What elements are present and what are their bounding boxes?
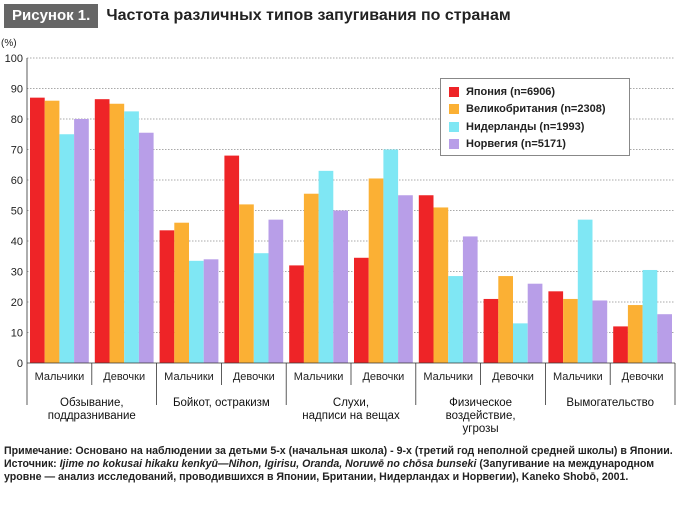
y-tick-label: 20: [11, 297, 23, 309]
chart-legend: Япония (n=6906) Великобритания (n=2308) Ни…: [440, 78, 630, 156]
bar: [159, 230, 175, 363]
category-label: Мальчики: [294, 371, 344, 383]
bar-chart: 0 10 20 30 40 50 60 70 80 90 100 Мальчики Девочки Мал…: [5, 53, 676, 435]
bar: [303, 193, 319, 363]
bar: [109, 103, 125, 363]
source-prefix: Источник:: [4, 458, 60, 470]
y-tick-label: 50: [11, 206, 23, 218]
legend-item: Великобритания (n=2308): [449, 101, 629, 119]
category-label: Девочки: [233, 371, 275, 383]
legend-item: Нидерланды (n=1993): [449, 118, 629, 136]
figure-header: Рисунок 1. Частота различных типов запуг…: [4, 4, 511, 28]
y-tick-label: 40: [11, 236, 23, 248]
legend-item: Япония (n=6906): [449, 83, 629, 101]
bar: [94, 99, 110, 364]
bar: [462, 236, 478, 363]
group-label: Физическое воздействие, угрозы: [446, 397, 516, 435]
bar: [124, 111, 139, 363]
bar: [174, 222, 189, 363]
legend-label: Великобритания (n=2308): [466, 103, 606, 116]
note-line: Примечание: Основано на наблюдении за де…: [4, 445, 676, 458]
figure-title: Частота различных типов запугивания по с…: [106, 7, 511, 24]
legend-label: Япония (n=6906): [466, 85, 556, 98]
legend-swatch: [449, 104, 459, 115]
legend-swatch: [449, 121, 459, 132]
source-line: Источник: Ijime no kokusai hikaku kenkyū…: [4, 458, 676, 484]
bar: [253, 253, 269, 363]
legend-item: Норвегия (n=5171): [449, 136, 629, 154]
legend-swatch: [449, 139, 459, 150]
bar: [642, 269, 658, 363]
bar: [613, 326, 628, 363]
bar: [483, 298, 499, 363]
bar: [354, 257, 369, 363]
bar: [368, 178, 384, 363]
group-label: Вымогательство: [566, 397, 654, 409]
notes: Примечание: Основано на наблюдении за де…: [4, 445, 676, 484]
bar: [627, 305, 643, 363]
y-tick-label: 60: [11, 175, 23, 187]
bar: [383, 149, 399, 363]
y-tick-label: 30: [11, 267, 23, 279]
bar: [398, 195, 413, 363]
bar: [448, 276, 463, 363]
y-unit-label: (%): [1, 38, 17, 49]
category-label: Мальчики: [553, 371, 603, 383]
bar: [498, 276, 513, 363]
bar: [418, 195, 434, 363]
y-tick-label: 80: [11, 114, 23, 126]
bar: [203, 259, 219, 363]
bar: [577, 219, 593, 363]
group-label: Слухи, надписи на вещах: [302, 397, 400, 422]
bar: [548, 291, 564, 363]
bar: [59, 134, 75, 363]
bar: [563, 298, 578, 363]
bar: [74, 119, 89, 363]
note-text: Основано на наблюдении за детьми 5-х (на…: [75, 445, 673, 457]
legend-label: Нидерланды (n=1993): [466, 120, 585, 133]
y-tick-label: 70: [11, 145, 23, 157]
bar: [592, 300, 608, 363]
bar: [224, 155, 240, 363]
figure-label: Рисунок 1.: [4, 4, 99, 28]
bar: [189, 260, 204, 363]
category-label: Девочки: [103, 371, 145, 383]
legend-swatch: [449, 86, 459, 97]
legend-label: Норвегия (n=5171): [466, 138, 566, 151]
bar: [44, 100, 60, 363]
category-label: Девочки: [362, 371, 404, 383]
bar: [527, 283, 543, 363]
bar: [289, 265, 304, 363]
category-label: Мальчики: [423, 371, 473, 383]
y-tick-label: 0: [17, 358, 23, 370]
category-label: Девочки: [622, 371, 664, 383]
group-label: Обзывание, поддразнивание: [48, 397, 136, 422]
y-tick-label: 100: [5, 53, 23, 65]
y-tick-label: 90: [11, 84, 23, 96]
source-title: Ijime no kokusai hikaku kenkyū—Nihon, Ig…: [59, 458, 477, 470]
category-label: Мальчики: [164, 371, 214, 383]
bar: [30, 97, 45, 364]
bar: [268, 219, 284, 363]
bar: [333, 210, 348, 363]
bar: [513, 323, 528, 363]
bar: [318, 170, 334, 363]
y-tick-label: 10: [11, 328, 23, 340]
bar: [433, 207, 449, 363]
source-rest: (Запугивание на международном уровне — а…: [4, 458, 655, 483]
category-label: Мальчики: [35, 371, 85, 383]
bar: [657, 314, 672, 363]
bar: [239, 204, 254, 363]
group-label: Бойкот, остракизм: [173, 397, 270, 409]
bar: [138, 132, 154, 363]
category-label: Девочки: [492, 371, 534, 383]
note-prefix: Примечание:: [4, 445, 76, 457]
